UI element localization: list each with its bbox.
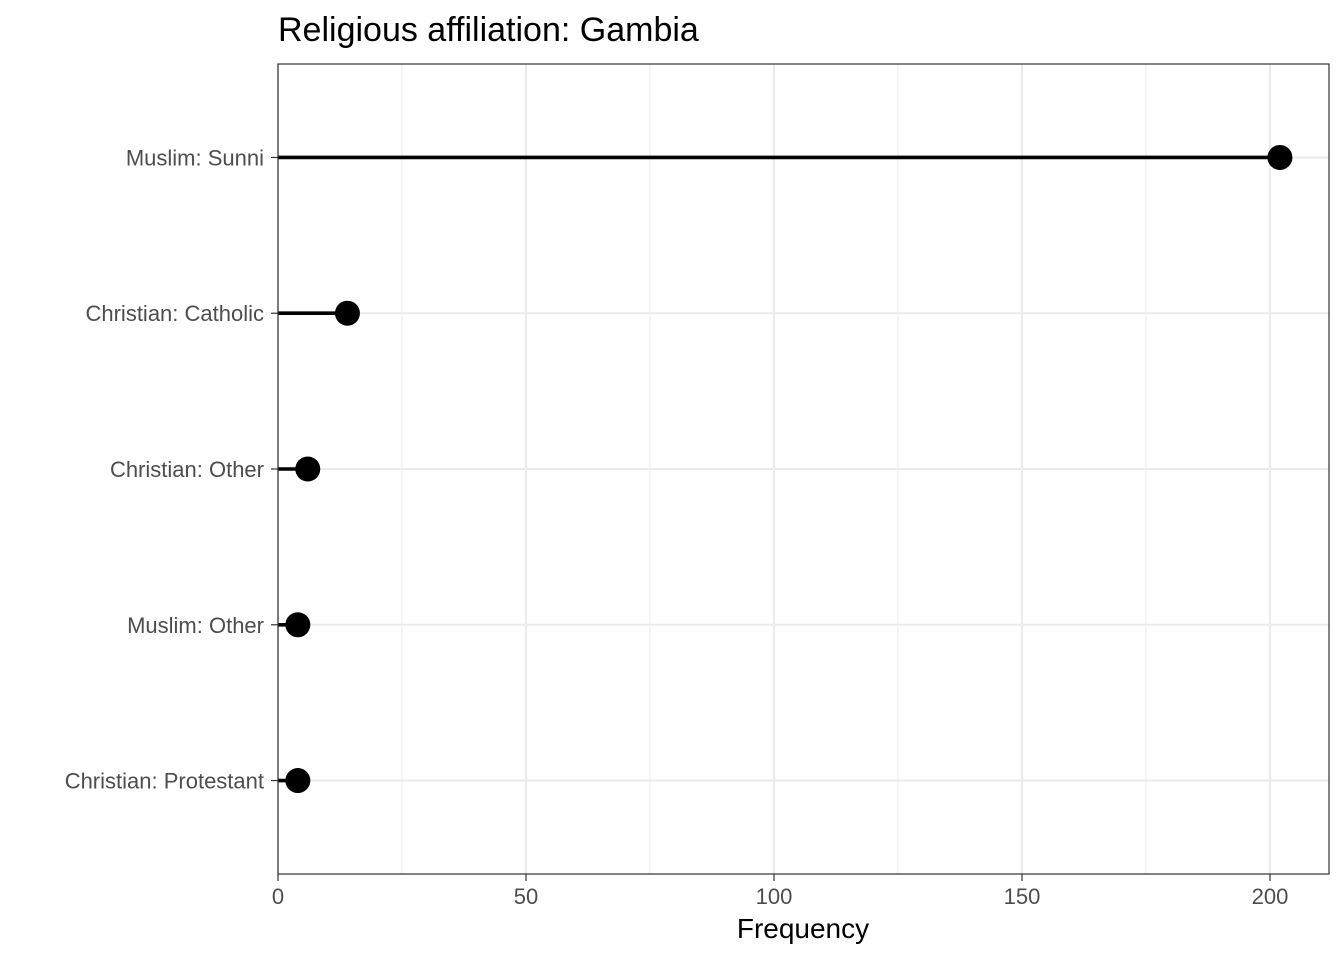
axis-layer: 0 50 100 150 200 Muslim: Sunni Christian: Cath… [65,145,1289,909]
y-tick-label: Christian: Catholic [85,301,264,326]
lollipop-point [1267,144,1293,170]
x-axis-title: Frequency [737,913,869,944]
grid-layer [277,64,1329,874]
lollipop-point [334,300,360,326]
chart-title: Religious affiliation: Gambia [278,11,699,49]
x-tick-label: 150 [1004,884,1041,909]
y-tick-label: Christian: Protestant [65,769,264,794]
marks-layer [278,144,1293,794]
x-tick-label: 200 [1252,884,1289,909]
x-tick-label: 0 [272,884,284,909]
y-tick-label: Muslim: Sunni [126,145,264,170]
x-tick-label: 100 [756,884,793,909]
lollipop-point [285,768,311,794]
lollipop-point [285,612,311,638]
y-tick-label: Christian: Other [110,457,264,482]
y-tick-label: Muslim: Other [127,613,264,638]
x-tick-label: 50 [514,884,538,909]
lollipop-point [295,456,321,482]
